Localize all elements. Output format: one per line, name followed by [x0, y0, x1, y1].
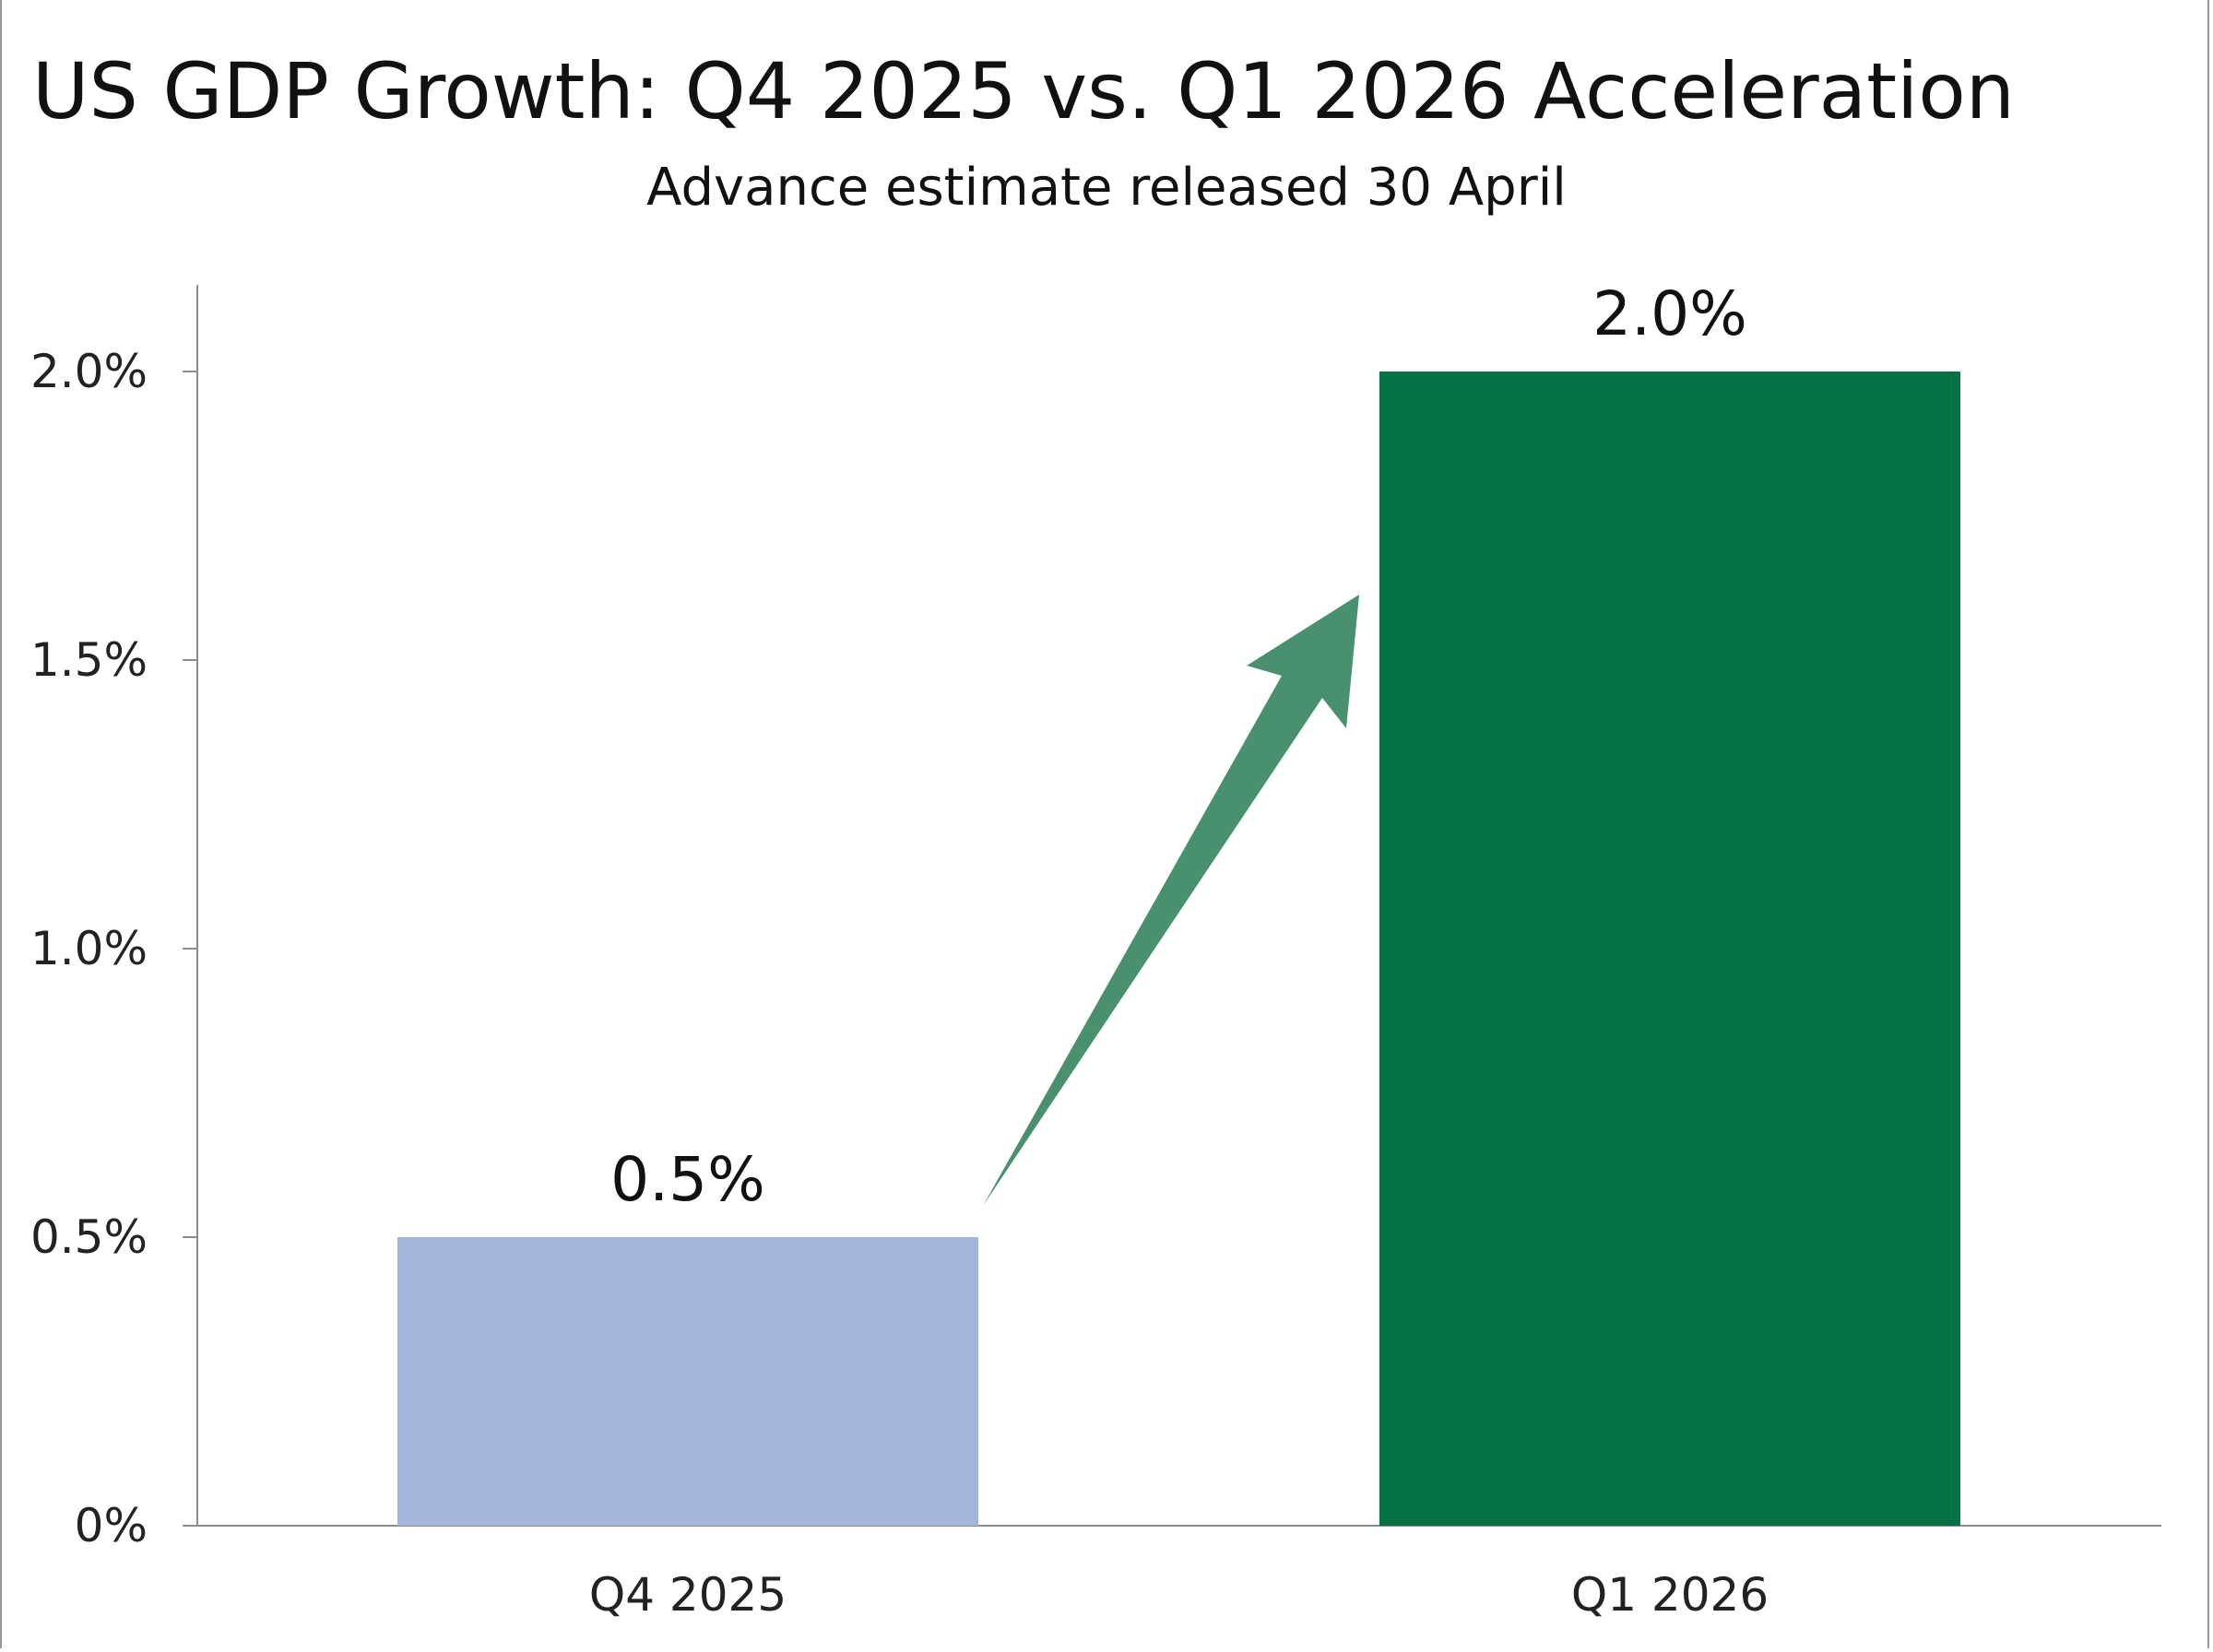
- plot-area: 0% 0.5% 1.0% 1.5% 2.0% 0.5% Q4 2025 2.0% Q1 2026: [30, 278, 2161, 1622]
- x-tick-label: Q1 2026: [1571, 1568, 1769, 1622]
- chart-subtitle: Advance estimate released 30 April: [646, 158, 1567, 218]
- bar-value-label: 2.0%: [1592, 278, 1747, 349]
- acceleration-arrow-icon: [983, 595, 1359, 1206]
- bar-q4-2025: [397, 1237, 978, 1526]
- bar-q1-2026: [1379, 372, 1960, 1526]
- bar-value-label: 0.5%: [610, 1144, 765, 1215]
- y-tick-label: 1.0%: [30, 922, 148, 975]
- chart-title: US GDP Growth: Q4 2025 vs. Q1 2026 Accel…: [32, 46, 2015, 136]
- y-tick-label: 1.5%: [30, 633, 148, 687]
- y-tick-label: 2.0%: [30, 345, 148, 398]
- y-tick-label: 0%: [75, 1499, 148, 1552]
- y-tick-label: 0.5%: [30, 1210, 148, 1264]
- x-tick-label: Q4 2025: [589, 1568, 787, 1622]
